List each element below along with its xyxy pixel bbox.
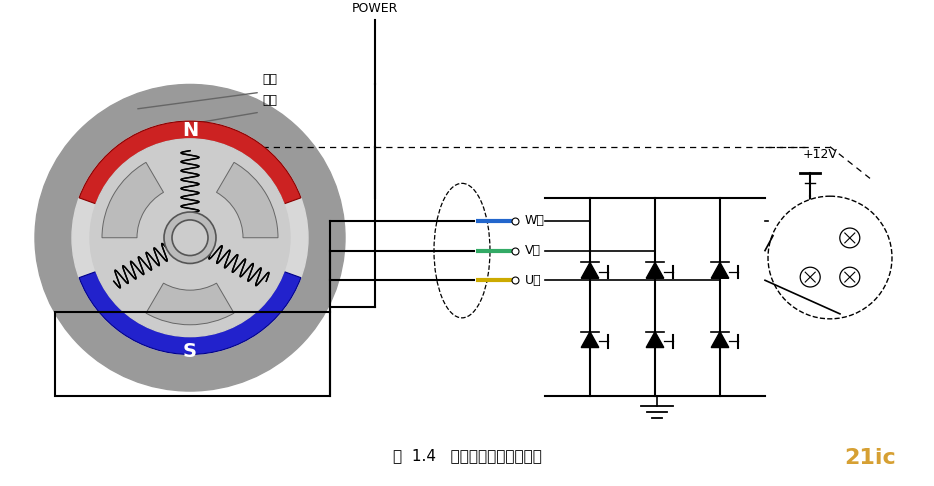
Circle shape [172,220,208,256]
Circle shape [840,228,860,248]
Text: +12V: +12V [802,148,838,160]
Text: N: N [182,122,198,140]
Wedge shape [102,162,163,238]
Polygon shape [646,262,664,278]
Circle shape [768,196,892,319]
Circle shape [35,85,345,391]
Polygon shape [711,262,729,278]
Polygon shape [581,332,599,347]
Circle shape [840,267,860,287]
Wedge shape [217,162,278,238]
Polygon shape [711,332,729,347]
Circle shape [176,224,204,252]
Text: U相: U相 [525,274,542,287]
Polygon shape [646,332,664,347]
Text: W相: W相 [525,214,545,227]
Bar [55,312,330,396]
Text: V相: V相 [525,244,541,257]
Text: 21ic: 21ic [844,448,896,469]
Text: POWER: POWER [352,2,398,15]
Circle shape [72,121,308,354]
Circle shape [164,212,216,263]
Wedge shape [79,272,301,354]
Circle shape [90,139,290,337]
Wedge shape [79,121,301,204]
Text: S: S [183,342,197,361]
Text: 定子: 定子 [262,94,277,107]
Text: 图  1.4   无刺直流电机转动原理: 图 1.4 无刺直流电机转动原理 [392,448,542,463]
Circle shape [800,267,820,287]
Wedge shape [146,283,234,325]
Polygon shape [581,262,599,278]
Text: 转子: 转子 [262,73,277,87]
